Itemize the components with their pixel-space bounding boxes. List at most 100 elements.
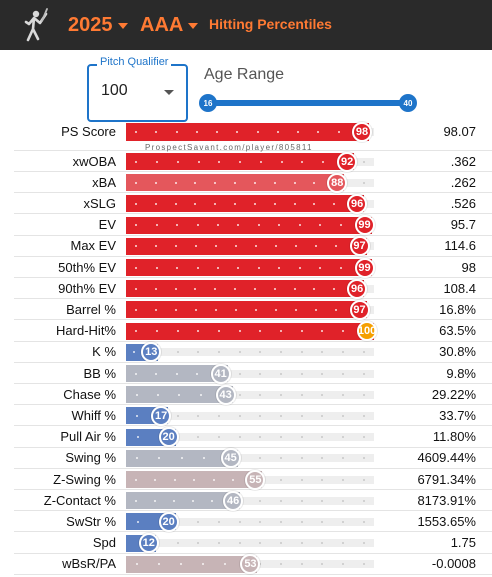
stat-row[interactable]: Chase % 43 29.22% (14, 384, 492, 406)
track-dot (279, 478, 282, 481)
percentile-badge: 100 (357, 321, 377, 342)
track-dot (176, 351, 179, 354)
bar-dot (194, 287, 197, 290)
percentile-bar (126, 237, 367, 255)
stat-value: .262 (450, 174, 476, 190)
track-dot (362, 499, 365, 502)
stat-label: 90th% EV (58, 280, 116, 296)
bar-dot (257, 224, 260, 227)
track-dot (217, 414, 220, 417)
stat-label: xSLG (83, 195, 116, 211)
bar-dot (173, 478, 176, 481)
bar-dot (273, 181, 276, 184)
percentile-badge: 55 (245, 469, 266, 490)
bar-dot (154, 287, 157, 290)
stat-row[interactable]: 90th% EV 96 108.4 (14, 278, 492, 300)
track-dot (279, 563, 282, 566)
bar-dot (333, 287, 336, 290)
track-dot (259, 372, 262, 375)
bar-dot (235, 245, 238, 248)
stat-value: 11.80% (432, 429, 476, 445)
percentile-badge: 97 (349, 236, 370, 257)
track-dot (362, 457, 365, 460)
batter-logo-icon (24, 8, 48, 42)
track-dot (321, 414, 324, 417)
stat-value: 4609.44% (417, 450, 476, 466)
bar-dot (155, 266, 158, 269)
bar-dot (195, 245, 198, 248)
age-range-min-thumb[interactable]: 16 (199, 94, 217, 112)
track-dots (126, 542, 374, 545)
bar-dot (319, 224, 322, 227)
stat-value: 95.7 (450, 217, 476, 233)
stat-label: EV (98, 217, 116, 233)
stat-label: BB % (83, 365, 116, 381)
bar-dot (255, 245, 258, 248)
stat-row[interactable]: SwStr % 20 1553.65% (14, 511, 492, 533)
stat-row[interactable]: Z-Swing % 55 6791.34% (14, 469, 492, 490)
track-dot (300, 520, 303, 523)
percentile-badge: 96 (347, 193, 368, 214)
bar-dot (135, 393, 138, 396)
stat-row[interactable]: Spd 12 1.75 (14, 533, 492, 554)
stat-row[interactable]: EV 99 95.7 (14, 215, 492, 236)
stat-row[interactable]: Swing % 45 4609.44% (14, 448, 492, 469)
bar-dot (176, 330, 179, 333)
bar-dot (153, 499, 156, 502)
dropdown-arrow-icon[interactable] (164, 90, 174, 95)
track-dot (217, 542, 220, 545)
stat-value: 1553.65% (417, 513, 476, 529)
level-selector[interactable]: AAA (140, 10, 199, 40)
percentile-bar (126, 174, 345, 192)
stat-row[interactable]: Max EV 97 114.6 (14, 236, 492, 257)
age-range-max-thumb[interactable]: 40 (399, 94, 417, 112)
year-selector-label: 2025 (68, 13, 113, 36)
stat-row[interactable]: Pull Air % 20 11.80% (14, 427, 492, 448)
stat-row[interactable]: xBA 88 .262 (14, 172, 492, 194)
age-range-track[interactable] (208, 100, 408, 106)
bar-dot (179, 563, 182, 566)
page-title: Hitting Percentiles (209, 16, 332, 32)
stat-row[interactable]: 50th% EV 99 98 (14, 257, 492, 278)
stat-row[interactable]: xwOBA 92 .362 (14, 151, 492, 172)
stat-row[interactable]: BB % 41 9.8% (14, 363, 492, 384)
bar-dot (155, 330, 158, 333)
stat-value: .526 (450, 195, 476, 211)
percentile-badge: 97 (349, 299, 370, 320)
pitch-qualifier-value: 100 (101, 82, 128, 99)
stat-row[interactable]: Hard-Hit% 100 63.5% (14, 321, 492, 342)
bar-dot (235, 308, 238, 311)
stat-row[interactable]: Z-Contact % 46 8173.91% (14, 490, 492, 512)
stat-row[interactable]: xSLG 96 .526 (14, 193, 492, 215)
bar-dot (339, 266, 342, 269)
stat-row[interactable]: Barrel % 97 16.8% (14, 299, 492, 321)
level-selector-label: AAA (140, 13, 184, 36)
bar-dot (275, 245, 278, 248)
stat-row[interactable]: PS Score 98 98.07 ProspectSavant.com/player… (14, 120, 492, 152)
bar-dot (196, 372, 199, 375)
bar-dot (280, 160, 283, 163)
bar-dots (126, 245, 367, 248)
bar-dot (154, 181, 157, 184)
stat-row[interactable]: K % 13 30.8% (14, 342, 492, 363)
bar-dot (155, 308, 158, 311)
bar-dot (313, 287, 316, 290)
stat-row[interactable]: Whiff % 17 33.7% (14, 405, 492, 427)
bar-dots (126, 330, 374, 333)
track-dot (341, 436, 344, 439)
track-dot (321, 351, 324, 354)
bar-dot (236, 131, 239, 133)
bar-dot (155, 131, 158, 133)
track-dot (341, 351, 344, 354)
bar-dot (335, 308, 338, 311)
track-dot (341, 393, 344, 396)
bar-dot (174, 287, 177, 290)
bar-dot (253, 287, 256, 290)
bar-dot (196, 266, 199, 269)
track-dot (300, 478, 303, 481)
bar-dot (273, 287, 276, 290)
year-selector[interactable]: 2025 (68, 10, 128, 40)
stat-row[interactable]: wBsR/PA 53 -0.0008 (14, 554, 492, 575)
bar-dot (172, 499, 175, 502)
stat-value: .362 (450, 153, 476, 169)
